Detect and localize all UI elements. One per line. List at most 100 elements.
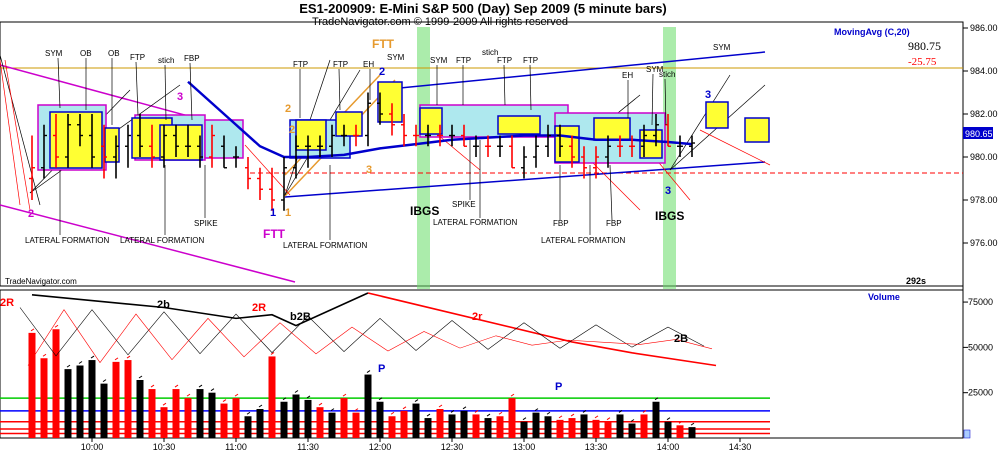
volume-bar (640, 414, 648, 438)
volume-bar (676, 425, 684, 438)
volume-bar (688, 427, 696, 438)
volume-bar-tick (30, 328, 35, 332)
wave-label: 2R (0, 297, 14, 309)
volume-bar (616, 414, 624, 438)
annotation-ob: OB (80, 49, 92, 58)
price-tick-label: 980.00 (970, 152, 998, 162)
volume-bar-tick (510, 393, 515, 397)
volume-bar (196, 389, 204, 438)
volume-bar-tick (78, 361, 83, 364)
volume-bar (100, 383, 108, 438)
wave-label: 3 (177, 91, 183, 103)
volume-bar (256, 409, 264, 438)
volume-bar (436, 409, 444, 438)
volume-waves-layer (19, 292, 717, 367)
time-tick-label: 11:30 (297, 442, 319, 452)
volume-bar-tick (258, 404, 263, 408)
volume-bar (472, 414, 480, 438)
volume-bar-tick (642, 410, 647, 413)
volume-bar (628, 423, 636, 438)
volume-bar-tick (522, 417, 527, 421)
annotation-lateral-formation: LATERAL FORMATION (283, 241, 368, 250)
volume-bar (604, 421, 612, 438)
volume-bar (64, 369, 72, 438)
volume-bar (268, 356, 276, 438)
volume-bar (664, 421, 672, 438)
volume-bar (388, 416, 396, 438)
volume-bar (508, 398, 516, 438)
indicator-label: MovingAvg (C,20) (834, 27, 910, 37)
time-tick-label: 10:00 (81, 442, 104, 452)
annotation-ftp: FTP (130, 53, 145, 62)
time-tick-label: 13:00 (513, 442, 536, 452)
volume-bar (400, 410, 408, 438)
volume-bar-tick (426, 413, 431, 417)
wave-label: 3 (705, 89, 711, 101)
volume-bar-tick (294, 390, 299, 393)
volume-bar-tick (402, 406, 407, 410)
volume-bar-tick (390, 411, 395, 415)
wave-label: 2 (289, 124, 295, 136)
price-tick-label: 976.00 (970, 238, 998, 248)
annotation-ftt: FTT (263, 227, 286, 241)
annotation-ibgs: IBGS (410, 204, 439, 218)
volume-bar-tick (282, 397, 287, 401)
annotation-lateral-formation: LATERAL FORMATION (120, 236, 205, 245)
volume-bar-tick (210, 388, 215, 392)
volume-bar (184, 398, 192, 438)
annotation-ftp: FTP (293, 60, 308, 69)
volume-bar (112, 361, 120, 438)
time-tick-label: 10:30 (153, 442, 176, 452)
volume-bar-tick (90, 355, 95, 359)
volume-bar-tick (318, 402, 323, 406)
volume-bar-tick (330, 408, 335, 412)
volume-bar (304, 399, 312, 438)
price-tick-label: 986.00 (970, 23, 998, 33)
volume-bar (592, 419, 600, 438)
volume-bar-tick (342, 393, 347, 397)
time-tick-label: 12:30 (441, 442, 464, 452)
wave-label: P (555, 381, 562, 393)
wave-label: P (378, 363, 385, 375)
volume-bar-tick (366, 370, 371, 373)
volume-bar-tick (534, 408, 539, 412)
price-tick-label: 984.00 (970, 66, 998, 76)
wave-label: 1 (285, 207, 291, 219)
volume-bar (520, 421, 528, 438)
channel-line-bottom (284, 161, 766, 198)
volume-bar-tick (690, 422, 695, 426)
volume-bar-tick (558, 415, 563, 419)
volume-bar (292, 394, 300, 438)
volume-zigzag-red (27, 309, 713, 366)
volume-bar (652, 401, 660, 438)
volume-bar-tick (354, 408, 359, 412)
price-axis: 986.00 984.00 982.00 980.00 978.00 976.00 (963, 23, 998, 248)
annotation-sym: SYM (430, 56, 448, 65)
annotation-ob: OB (108, 49, 120, 58)
volume-bar (424, 418, 432, 438)
annotation-spike: SPIKE (194, 219, 218, 228)
volume-axis: 75000 50000 25000 (963, 297, 993, 398)
volume-bar-tick (66, 364, 71, 368)
volume-bar (52, 329, 60, 438)
volume-bar-tick (102, 379, 107, 383)
scroll-stub[interactable] (963, 429, 971, 439)
price-bars-layer (29, 92, 695, 211)
annotation-eh: EH (622, 71, 633, 80)
volume-bar (208, 392, 216, 438)
time-tick-label: 13:30 (585, 442, 608, 452)
volume-bar-tick (474, 410, 479, 413)
volume-bar-tick (498, 411, 503, 415)
volume-bar-tick (198, 384, 203, 388)
volume-bar (316, 407, 324, 438)
volume-bar-tick (126, 355, 131, 359)
time-axis: 10:00 10:30 11:00 11:30 12:00 12:30 13:00 13:30… (81, 438, 751, 452)
volume-bar-tick (54, 324, 59, 328)
volume-bar-tick (378, 397, 383, 401)
wave-labels: 2 3 1 1 2 3 2 3 2 3 (28, 66, 711, 220)
time-tick-label: 12:00 (369, 442, 392, 452)
volume-bar-tick (414, 399, 419, 402)
volume-bar (160, 407, 168, 438)
ibgs-band-2 (663, 27, 676, 289)
